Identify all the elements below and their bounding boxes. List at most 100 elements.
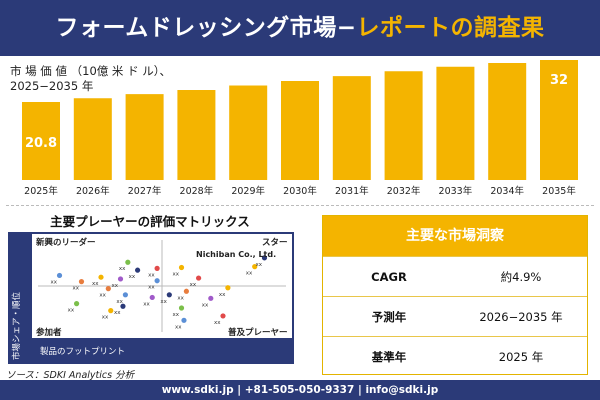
insight-value: 約4.9% <box>500 270 542 284</box>
insights-title: 主要な市場洞察 <box>323 216 587 256</box>
matrix-point-label: xx <box>51 279 58 285</box>
source-note: ソース：SDKI Analytics 分析 <box>6 370 135 381</box>
market-value-bar-chart: 2025年 20.8 2026年 2027年 2028年 2029年 2030年 2031年 2… <box>22 60 578 197</box>
bar-2029年 <box>229 85 268 180</box>
matrix-point-label: xx <box>202 302 209 308</box>
matrix-point <box>56 272 63 279</box>
matrix-point-label: xx <box>246 271 253 277</box>
bar-2031年 <box>332 76 371 180</box>
x-tick-label: 2030年 <box>283 185 317 197</box>
matrix-x-axis-label: 製品のフットプリント <box>40 347 126 357</box>
data-label: 20.8 <box>25 136 57 151</box>
matrix-point-label: xx <box>255 262 262 268</box>
quadrant-bottom-right-label: 普及プレーヤー <box>228 328 288 338</box>
bar-2030年 <box>281 81 319 180</box>
bar-2027年 <box>125 94 164 180</box>
quadrant-top-right-label: スター <box>262 238 288 248</box>
x-tick-label: 2026年 <box>76 185 110 197</box>
matrix-point <box>225 285 231 291</box>
matrix-point <box>108 308 114 314</box>
quadrant-bottom-left-label: 参加者 <box>36 328 62 338</box>
chart-unit-line2: 2025−2035 年 <box>10 79 94 93</box>
page-title: フォームドレッシング市場−レポートの調査果 <box>0 0 600 56</box>
matrix-point <box>252 264 258 270</box>
x-tick-label: 2032年 <box>387 185 421 197</box>
matrix-point-label: xx <box>116 299 123 305</box>
bar-2032年 <box>384 71 423 180</box>
insight-row-forecast: 予測年 2026−2035 年 <box>323 296 587 336</box>
matrix-point <box>166 292 172 298</box>
title-main: フォームドレッシング市場− <box>55 15 357 41</box>
insight-row-base-year: 基準年 2025 年 <box>323 336 587 376</box>
insight-label: CAGR <box>371 270 407 284</box>
x-tick-label: 2033年 <box>439 185 473 197</box>
bar-2028年 <box>177 90 216 180</box>
matrix-point <box>98 274 104 280</box>
bar-2025年 <box>22 102 60 180</box>
data-label: 32 <box>550 73 568 88</box>
matrix-point-label: xx <box>148 285 155 291</box>
market-insights-table: 主要な市場洞察 CAGR 約4.9% 予測年 2026−2035 年 基準年 2… <box>322 215 588 375</box>
matrix-point <box>105 286 111 292</box>
highlight-company-label: Nichiban Co., Ltd. <box>196 250 277 259</box>
matrix-point-label: xx <box>129 274 136 280</box>
matrix-point <box>117 276 124 282</box>
matrix-title: 主要プレーヤーの評価マトリックス <box>50 214 250 229</box>
bar-2034年 <box>488 63 527 180</box>
matrix-point <box>196 275 202 281</box>
bar-2035年 <box>540 60 578 180</box>
matrix-point-label: xx <box>219 292 226 298</box>
x-tick-label: 2034年 <box>490 185 524 197</box>
x-tick-label: 2031年 <box>335 185 369 197</box>
matrix-point <box>261 255 268 261</box>
matrix-point <box>154 265 160 271</box>
insight-row-cagr: CAGR 約4.9% <box>323 256 587 296</box>
insight-value: 2026−2035 年 <box>479 310 563 324</box>
matrix-point-label: xx <box>102 315 109 321</box>
insight-label: 基準年 <box>371 350 407 364</box>
matrix-point-label: xx <box>114 310 121 316</box>
matrix-point <box>122 292 128 298</box>
matrix-point <box>74 301 80 307</box>
matrix-point-label: xx <box>112 283 119 289</box>
matrix-point <box>78 279 85 285</box>
footer-contact: www.sdki.jp | +81-505-050-9337 | info@sd… <box>0 380 600 400</box>
x-tick-label: 2025年 <box>24 185 58 197</box>
matrix-point <box>125 259 131 265</box>
x-tick-label: 2035年 <box>542 185 576 197</box>
matrix-point <box>181 317 187 323</box>
quadrant-top-left-label: 新興のリーダー <box>36 238 96 248</box>
matrix-point-label: xx <box>173 272 180 278</box>
matrix-point-label: xx <box>68 308 75 314</box>
matrix-point <box>178 264 185 271</box>
chart-unit-note: 市 場 価 値 （10億 米 ド ル）、 2025−2035 年 <box>10 64 171 94</box>
matrix-point-label: xx <box>160 299 167 305</box>
bar-2026年 <box>73 98 112 180</box>
matrix-point <box>120 303 126 309</box>
x-tick-label: 2028年 <box>180 185 214 197</box>
matrix-point-label: xx <box>92 281 99 287</box>
matrix-point-label: xx <box>173 312 180 318</box>
matrix-point <box>183 288 189 294</box>
matrix-point-label: xx <box>148 272 155 278</box>
matrix-point-label: xx <box>99 293 106 299</box>
matrix-point <box>149 294 155 301</box>
matrix-point-label: xx <box>119 266 126 272</box>
matrix-point <box>178 305 185 311</box>
insight-label: 予測年 <box>371 310 407 324</box>
insight-value: 2025 年 <box>498 350 544 364</box>
title-accent: レポートの調査果 <box>356 15 545 41</box>
matrix-point <box>220 313 226 319</box>
section-divider <box>6 205 594 206</box>
matrix-point-label: xx <box>143 301 150 307</box>
bar-2033年 <box>436 66 475 180</box>
x-tick-label: 2029年 <box>231 185 265 197</box>
matrix-point-label: xx <box>177 295 184 301</box>
matrix-point-label: xx <box>72 286 79 292</box>
header-banner: フォームドレッシング市場−レポートの調査果 <box>0 0 600 56</box>
x-tick-label: 2027年 <box>128 185 162 197</box>
chart-unit-line1: 市 場 価 値 （10億 米 ド ル）、 <box>10 64 171 78</box>
matrix-point <box>154 278 160 284</box>
